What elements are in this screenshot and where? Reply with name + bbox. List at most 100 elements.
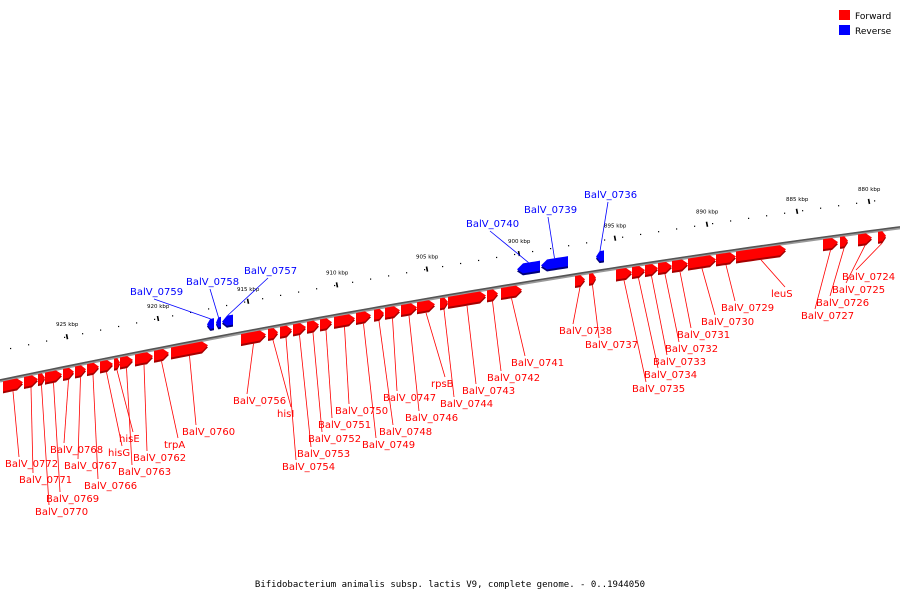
gene-arrow[interactable]: [154, 349, 169, 361]
gene-label[interactable]: BalV_0754: [282, 462, 335, 473]
gene-label[interactable]: BalV_0771: [19, 475, 72, 486]
gene-arrow[interactable]: [356, 311, 371, 323]
ruler-dot: [406, 272, 408, 274]
gene-label[interactable]: BalV_0763: [118, 467, 171, 478]
gene-arrow[interactable]: [736, 245, 786, 262]
gene-label[interactable]: leuS: [771, 289, 793, 300]
gene-label[interactable]: BalV_0753: [297, 449, 350, 460]
gene-label[interactable]: rpsB: [431, 379, 454, 390]
gene-arrow[interactable]: [658, 261, 672, 274]
gene-label[interactable]: BalV_0730: [701, 317, 754, 328]
gene-arrow[interactable]: [38, 373, 45, 385]
gene-arrow[interactable]: [823, 238, 838, 250]
gene-label[interactable]: BalV_0725: [832, 285, 885, 296]
gene-label[interactable]: BalV_0732: [665, 344, 718, 355]
gene-label[interactable]: BalV_0727: [801, 311, 854, 322]
gene-arrow[interactable]: [3, 378, 23, 392]
gene-arrow[interactable]: [293, 323, 306, 335]
gene-arrow[interactable]: [840, 236, 848, 247]
gene-arrow[interactable]: [63, 367, 74, 379]
gene-arrow[interactable]: [589, 273, 596, 284]
gene-arrow[interactable]: [632, 266, 645, 278]
gene-leader-line: [246, 343, 254, 395]
gene-arrow[interactable]: [334, 314, 355, 327]
gene-label[interactable]: BalV_0739: [524, 205, 577, 216]
gene-arrow[interactable]: [87, 362, 99, 375]
gene-arrow[interactable]: [280, 325, 292, 337]
gene-arrow[interactable]: [440, 297, 448, 309]
gene-label[interactable]: hisI: [277, 409, 294, 420]
gene-arrow[interactable]: [171, 341, 208, 358]
gene-arrow[interactable]: [716, 252, 736, 265]
gene-label[interactable]: BalV_0736: [584, 190, 637, 201]
gene-label[interactable]: BalV_0751: [318, 420, 371, 431]
gene-arrow[interactable]: [487, 289, 498, 301]
gene-arrow[interactable]: [45, 370, 62, 383]
gene-arrow[interactable]: [216, 316, 221, 328]
gene-label[interactable]: BalV_0766: [84, 481, 137, 492]
gene-label[interactable]: BalV_0770: [35, 507, 88, 518]
gene-arrow[interactable]: [120, 356, 133, 368]
gene-label[interactable]: BalV_0740: [466, 219, 519, 230]
gene-label[interactable]: BalV_0742: [487, 373, 540, 384]
gene-label[interactable]: BalV_0749: [362, 440, 415, 451]
gene-arrow[interactable]: [320, 318, 332, 330]
gene-arrow[interactable]: [858, 233, 872, 245]
gene-label[interactable]: BalV_0767: [64, 461, 117, 472]
gene-arrow[interactable]: [374, 308, 384, 320]
gene-label[interactable]: BalV_0731: [677, 330, 730, 341]
gene-label[interactable]: trpA: [164, 440, 185, 451]
gene-arrow[interactable]: [307, 320, 319, 332]
gene-arrow[interactable]: [241, 330, 266, 345]
gene-label[interactable]: BalV_0750: [335, 406, 388, 417]
gene-arrow[interactable]: [207, 318, 214, 329]
gene-arrow[interactable]: [688, 255, 716, 269]
gene-label[interactable]: BalV_0724: [842, 272, 895, 283]
gene-label[interactable]: BalV_0734: [644, 370, 697, 381]
gene-label[interactable]: BalV_0760: [182, 427, 235, 438]
gene-arrow[interactable]: [75, 365, 86, 377]
gene-arrow[interactable]: [135, 352, 153, 365]
gene-label[interactable]: BalV_0762: [133, 453, 186, 464]
gene-label[interactable]: BalV_0756: [233, 396, 286, 407]
gene-arrow[interactable]: [517, 260, 540, 274]
gene-label[interactable]: BalV_0769: [46, 494, 99, 505]
gene-arrow[interactable]: [596, 250, 604, 262]
gene-label[interactable]: BalV_0752: [308, 434, 361, 445]
gene-arrow[interactable]: [268, 328, 278, 339]
gene-arrow[interactable]: [501, 285, 522, 298]
gene-label[interactable]: BalV_0758: [186, 277, 239, 288]
gene-label[interactable]: BalV_0768: [50, 445, 103, 456]
gene-label[interactable]: BalV_0772: [5, 459, 58, 470]
gene-label[interactable]: BalV_0726: [816, 298, 869, 309]
gene-arrow[interactable]: [24, 375, 38, 387]
gene-label[interactable]: hisG: [108, 448, 130, 459]
gene-label[interactable]: hisE: [119, 434, 140, 445]
gene-arrow[interactable]: [672, 259, 688, 272]
gene-label[interactable]: BalV_0738: [559, 326, 612, 337]
gene-arrow[interactable]: [541, 256, 568, 270]
gene-label[interactable]: BalV_0735: [632, 384, 685, 395]
gene-label[interactable]: BalV_0729: [721, 303, 774, 314]
gene-arrow[interactable]: [616, 268, 632, 280]
gene-arrow[interactable]: [100, 360, 113, 372]
gene-label[interactable]: BalV_0746: [405, 413, 458, 424]
gene-label[interactable]: BalV_0743: [462, 386, 515, 397]
gene-arrow[interactable]: [401, 303, 417, 315]
gene-arrow[interactable]: [417, 300, 435, 313]
gene-arrow[interactable]: [878, 231, 886, 242]
gene-arrow[interactable]: [114, 358, 120, 369]
gene-arrow[interactable]: [222, 314, 233, 326]
gene-label[interactable]: BalV_0757: [244, 266, 297, 277]
gene-label[interactable]: BalV_0744: [440, 399, 493, 410]
gene-arrow[interactable]: [645, 264, 658, 276]
gene-arrow[interactable]: [575, 275, 585, 286]
gene-arrow[interactable]: [385, 306, 400, 318]
gene-label[interactable]: BalV_0733: [653, 357, 706, 368]
gene-label[interactable]: BalV_0747: [383, 393, 436, 404]
gene-label[interactable]: BalV_0748: [379, 427, 432, 438]
gene-label[interactable]: BalV_0737: [585, 340, 638, 351]
gene-label[interactable]: BalV_0759: [130, 287, 183, 298]
gene-arrow[interactable]: [448, 291, 486, 307]
gene-label[interactable]: BalV_0741: [511, 358, 564, 369]
